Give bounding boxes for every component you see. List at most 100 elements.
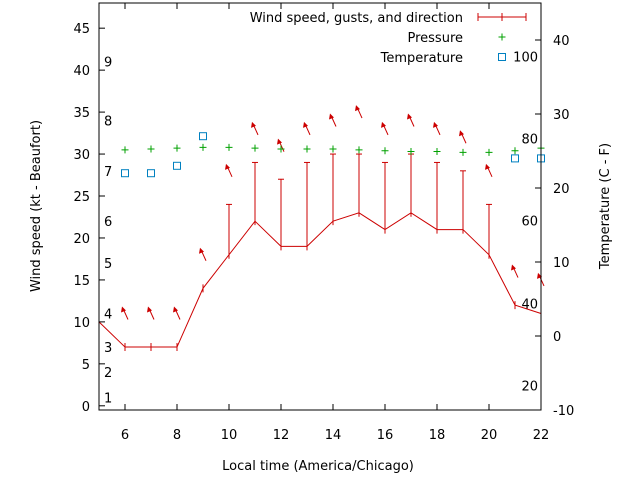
legend-symbol-square [498, 53, 506, 61]
arrow-head [303, 121, 308, 128]
pressure-point [199, 143, 207, 151]
temperature-point [147, 169, 155, 178]
legend-label: Wind speed, gusts, and direction [250, 11, 463, 26]
y-tick-label: 5 [82, 358, 90, 373]
y2-tick-label: 30 [553, 108, 570, 123]
arrow-head [381, 121, 386, 128]
wind-direction-arrow [459, 130, 467, 144]
y-tick-label: 10 [73, 316, 90, 331]
y-tick-label: 45 [73, 22, 90, 37]
x-tick-label: 22 [533, 428, 550, 443]
x-tick-label: 8 [173, 428, 181, 443]
pressure-point [329, 145, 337, 153]
pressure-point [225, 143, 233, 151]
y-tick-label: 35 [73, 106, 90, 121]
y2-tick-label: 20 [553, 182, 570, 197]
pressure-point [433, 148, 441, 156]
beaufort-label: 6 [104, 215, 112, 230]
arrow-head [225, 163, 230, 170]
legend-symbol-plus [498, 33, 506, 41]
wind-direction-arrow [329, 113, 337, 127]
arrow-head [355, 105, 360, 112]
arrow-head [485, 163, 490, 170]
y2-axis-label: Temperature (C - F) [598, 143, 613, 270]
wind-speed-line [98, 212, 542, 348]
y2-tick-label: -10 [553, 404, 574, 419]
wind-direction-arrow [173, 306, 181, 320]
legend-label: Temperature [380, 51, 463, 66]
pressure-point [459, 148, 467, 156]
pressure-point [303, 145, 311, 153]
temperature-series [121, 132, 545, 178]
y2-tick-label: 0 [553, 330, 561, 345]
pressure-point [121, 146, 129, 154]
beaufort-labels: 1 2 3 4 5 6 7 8 9 [104, 56, 112, 407]
legend-label: Pressure [407, 31, 463, 46]
fahrenheit-labels: 20 40 60 80 100 [513, 50, 538, 394]
beaufort-label: 7 [104, 165, 112, 180]
y-tick-label: 0 [82, 400, 90, 415]
arrow-head [433, 121, 438, 128]
temperature-point [511, 154, 519, 163]
pressure-point [173, 144, 181, 152]
arrow-head [459, 130, 464, 137]
x-tick-label: 18 [429, 428, 446, 443]
wind-direction-arrow [303, 121, 311, 136]
pressure-point [381, 147, 389, 155]
fahrenheit-label: 60 [521, 215, 538, 230]
fahrenheit-label: 80 [521, 132, 538, 147]
fahrenheit-label: 20 [521, 380, 538, 395]
temperature-point [121, 169, 129, 178]
arrow-head [251, 121, 256, 128]
x-tick-label: 14 [325, 428, 342, 443]
y-tick-label: 20 [73, 232, 90, 247]
arrow-head [121, 306, 126, 313]
y-tick-label: 30 [73, 148, 90, 163]
x-tick-label: 10 [221, 428, 238, 443]
arrow-head [173, 306, 178, 313]
wind-direction-arrow [121, 306, 129, 320]
y-axis-label: Wind speed (kt - Beaufort) [29, 120, 44, 292]
pressure-point [355, 146, 363, 154]
pressure-point [511, 147, 519, 155]
fahrenheit-label: 100 [513, 50, 538, 65]
plot-frame [98, 2, 542, 411]
wind-series [98, 153, 542, 352]
wind-direction-arrow [433, 121, 441, 136]
x-tick-label: 20 [481, 428, 498, 443]
pressure-point [407, 148, 415, 156]
x-axis-label: Local time (America/Chicago) [222, 459, 414, 474]
wind-direction-arrow [511, 264, 519, 278]
beaufort-label: 4 [104, 307, 112, 322]
axes: 6 8 10 12 14 16 18 20 22051015202530354045-10010… [73, 3, 574, 443]
y-tick-label: 40 [73, 64, 90, 79]
wind-direction-arrow [199, 247, 207, 261]
wind-direction-arrow [251, 121, 259, 136]
pressure-point [485, 148, 493, 156]
y-tick-label: 15 [73, 274, 90, 289]
temperature-point [199, 132, 207, 141]
x-tick-label: 6 [121, 428, 129, 443]
beaufort-label: 3 [104, 341, 112, 356]
temperature-point [173, 161, 181, 170]
beaufort-label: 5 [104, 257, 112, 272]
arrow-head [147, 306, 152, 313]
y2-tick-label: 10 [553, 256, 570, 271]
beaufort-label: 9 [104, 56, 112, 71]
wind-direction-arrow [407, 113, 415, 127]
pressure-point [147, 145, 155, 153]
arrow-head [329, 113, 334, 120]
wind-direction-arrow [225, 163, 233, 178]
y-tick-label: 25 [73, 190, 90, 205]
pressure-point [277, 145, 285, 153]
arrow-head [407, 113, 412, 120]
beaufort-label: 1 [104, 391, 112, 406]
y2-tick-label: 40 [553, 34, 570, 49]
wind-direction-arrow [381, 121, 389, 136]
arrow-head [511, 264, 516, 271]
beaufort-label: 8 [104, 114, 112, 129]
x-tick-label: 16 [377, 428, 394, 443]
legend: Wind speed, gusts, and direction Pressure… [250, 11, 527, 66]
arrow-head [199, 247, 204, 254]
